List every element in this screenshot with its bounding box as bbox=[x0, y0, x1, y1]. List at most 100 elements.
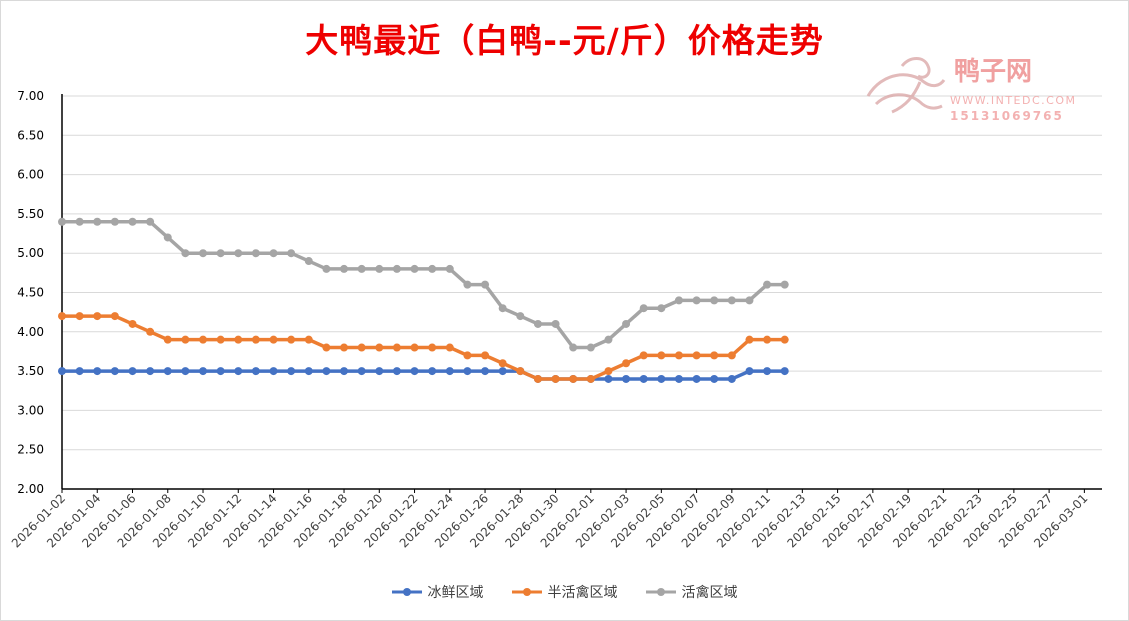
legend-swatch-semi-live bbox=[511, 588, 542, 596]
data-point bbox=[340, 264, 349, 273]
legend-swatch-frozen bbox=[391, 588, 422, 596]
data-point bbox=[710, 374, 719, 383]
y-tick-label: 2.50 bbox=[17, 443, 44, 457]
data-point bbox=[763, 367, 772, 376]
data-point bbox=[604, 335, 613, 344]
y-tick-label: 6.50 bbox=[17, 128, 44, 142]
legend-swatch-live bbox=[645, 588, 676, 596]
data-point bbox=[780, 280, 789, 289]
data-point bbox=[181, 335, 190, 344]
data-point bbox=[357, 343, 366, 352]
axes bbox=[61, 94, 1102, 493]
data-point bbox=[75, 312, 84, 321]
data-point bbox=[234, 367, 243, 376]
data-point bbox=[410, 264, 419, 273]
data-point bbox=[110, 312, 119, 321]
data-point bbox=[445, 264, 454, 273]
data-point bbox=[146, 327, 155, 336]
data-point bbox=[639, 374, 648, 383]
data-point bbox=[58, 312, 66, 321]
y-tick-label: 5.50 bbox=[17, 207, 44, 221]
series-1 bbox=[58, 312, 789, 383]
data-point bbox=[128, 217, 137, 226]
data-point bbox=[745, 367, 754, 376]
data-point bbox=[657, 304, 666, 313]
data-point bbox=[251, 249, 260, 258]
data-point bbox=[622, 374, 631, 383]
data-point bbox=[463, 280, 472, 289]
data-point bbox=[199, 367, 208, 376]
data-point bbox=[727, 296, 736, 305]
data-point bbox=[481, 280, 490, 289]
data-point bbox=[604, 374, 613, 383]
data-point bbox=[692, 374, 701, 383]
data-point bbox=[322, 343, 331, 352]
y-tick-label: 3.50 bbox=[17, 364, 44, 378]
data-point bbox=[287, 335, 296, 344]
data-point bbox=[586, 343, 595, 352]
data-point bbox=[622, 319, 631, 328]
data-point bbox=[498, 359, 507, 368]
watermark-logo: 鸭子网 WWW.INTEDC.COM 15131069765 bbox=[866, 57, 1076, 123]
data-point bbox=[569, 343, 578, 352]
data-point bbox=[657, 351, 666, 360]
legend-label-live: 活禽区域 bbox=[681, 585, 738, 601]
data-point bbox=[604, 367, 613, 376]
data-point bbox=[674, 296, 683, 305]
data-point bbox=[551, 319, 560, 328]
data-point bbox=[163, 233, 172, 242]
data-point bbox=[322, 264, 331, 273]
data-point bbox=[710, 296, 719, 305]
data-point bbox=[498, 304, 507, 313]
data-point bbox=[181, 367, 190, 376]
data-point bbox=[58, 217, 66, 226]
data-point bbox=[445, 367, 454, 376]
data-point bbox=[692, 351, 701, 360]
data-point bbox=[481, 351, 490, 360]
data-point bbox=[93, 217, 102, 226]
duck-logo-icon bbox=[866, 57, 946, 114]
y-tick-label: 5.00 bbox=[17, 246, 44, 260]
gridlines bbox=[62, 95, 1102, 451]
data-point bbox=[110, 217, 119, 226]
data-point bbox=[727, 374, 736, 383]
data-point bbox=[340, 367, 349, 376]
data-point bbox=[93, 312, 102, 321]
data-point bbox=[234, 335, 243, 344]
data-point bbox=[251, 335, 260, 344]
data-point bbox=[304, 257, 313, 266]
data-point bbox=[569, 374, 578, 383]
data-point bbox=[375, 343, 384, 352]
data-point bbox=[181, 249, 190, 258]
watermark-url: WWW.INTEDC.COM bbox=[950, 94, 1076, 107]
data-point bbox=[780, 335, 789, 344]
y-tick-label: 3.00 bbox=[17, 403, 44, 417]
legend-item-frozen: 冰鲜区域 bbox=[391, 582, 484, 602]
series-0 bbox=[58, 367, 789, 383]
y-tick-label: 4.50 bbox=[17, 286, 44, 300]
data-point bbox=[146, 217, 155, 226]
data-point bbox=[199, 335, 208, 344]
data-point bbox=[216, 367, 225, 376]
data-point bbox=[287, 367, 296, 376]
data-point bbox=[639, 304, 648, 313]
data-point bbox=[745, 335, 754, 344]
data-point bbox=[727, 351, 736, 360]
data-point bbox=[251, 367, 260, 376]
data-point bbox=[622, 359, 631, 368]
data-point bbox=[498, 367, 507, 376]
data-point bbox=[428, 367, 437, 376]
data-point bbox=[234, 249, 243, 258]
data-point bbox=[357, 367, 366, 376]
legend-label-frozen: 冰鲜区域 bbox=[427, 585, 484, 601]
data-point bbox=[375, 367, 384, 376]
data-point bbox=[75, 367, 84, 376]
legend: 冰鲜区域 半活禽区域 活禽区域 bbox=[0, 581, 1129, 603]
data-point bbox=[269, 367, 278, 376]
data-point bbox=[780, 367, 789, 376]
data-point bbox=[428, 343, 437, 352]
data-point bbox=[216, 335, 225, 344]
data-point bbox=[763, 280, 772, 289]
data-point bbox=[710, 351, 719, 360]
